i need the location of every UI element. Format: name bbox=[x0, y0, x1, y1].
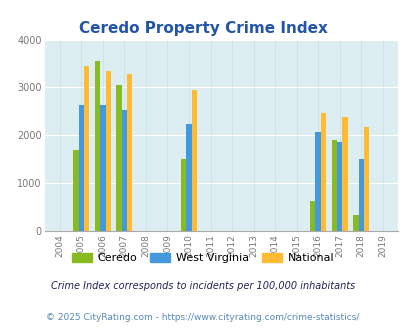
Bar bbox=[320, 113, 326, 231]
Bar bbox=[341, 116, 347, 231]
Bar bbox=[79, 105, 84, 231]
Bar bbox=[363, 127, 369, 231]
Bar bbox=[315, 132, 320, 231]
Text: Ceredo Property Crime Index: Ceredo Property Crime Index bbox=[79, 21, 326, 36]
Bar bbox=[105, 71, 111, 231]
Bar bbox=[94, 61, 100, 231]
Bar bbox=[331, 140, 336, 231]
Bar bbox=[358, 159, 363, 231]
Bar bbox=[181, 159, 186, 231]
Bar bbox=[352, 215, 358, 231]
Bar bbox=[100, 105, 105, 231]
Bar bbox=[84, 66, 89, 231]
Legend: Ceredo, West Virginia, National: Ceredo, West Virginia, National bbox=[67, 248, 338, 268]
Bar bbox=[336, 142, 341, 231]
Bar bbox=[127, 74, 132, 231]
Bar bbox=[116, 85, 121, 231]
Bar bbox=[122, 110, 127, 231]
Bar bbox=[73, 150, 79, 231]
Bar bbox=[186, 124, 191, 231]
Bar bbox=[309, 201, 315, 231]
Text: © 2025 CityRating.com - https://www.cityrating.com/crime-statistics/: © 2025 CityRating.com - https://www.city… bbox=[46, 313, 359, 322]
Bar bbox=[191, 90, 196, 231]
Text: Crime Index corresponds to incidents per 100,000 inhabitants: Crime Index corresponds to incidents per… bbox=[51, 281, 354, 291]
